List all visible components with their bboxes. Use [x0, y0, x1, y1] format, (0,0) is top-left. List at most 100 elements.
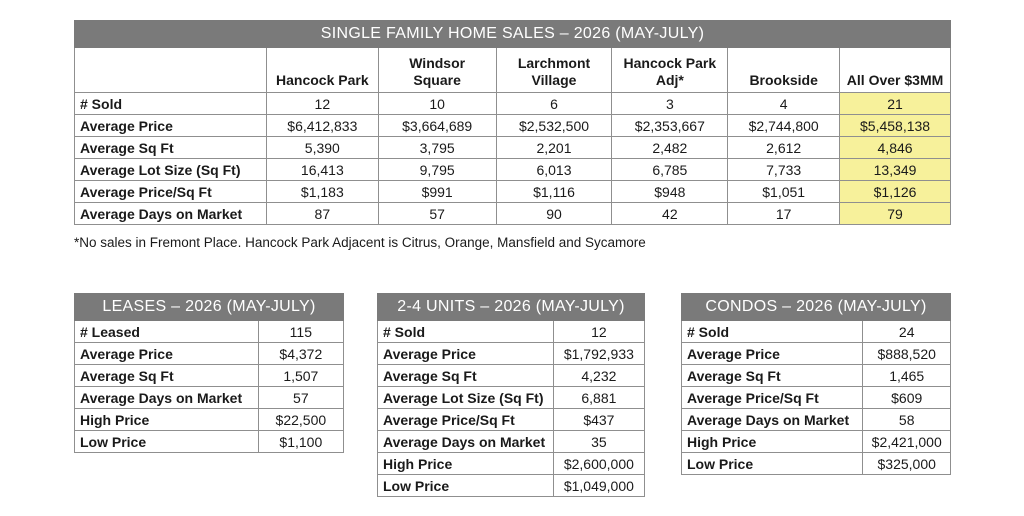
col-header-hancock-park-adj: Hancock Park Adj* [611, 47, 729, 93]
table-row: Average Lot Size (Sq Ft) 16,413 9,795 6,… [74, 158, 951, 181]
table-row: High Price $2,600,000 [377, 452, 646, 475]
table-cell: $2,532,500 [495, 114, 613, 137]
table-cell: 4 [727, 92, 841, 115]
table-row: Average Price $1,792,933 [377, 342, 646, 365]
row-label: # Leased [74, 320, 259, 343]
row-label: High Price [74, 408, 259, 431]
table-cell: $4,372 [257, 342, 345, 365]
table-cell: $6,412,833 [265, 114, 379, 137]
table-row: Average Days on Market 87 57 90 42 17 79 [74, 202, 951, 225]
table-row: Average Days on Market 35 [377, 430, 646, 453]
table-cell: $609 [862, 386, 951, 409]
row-label: Average Sq Ft [680, 364, 864, 387]
table-cell: $1,183 [265, 180, 379, 203]
table-row: Average Sq Ft 4,232 [377, 364, 646, 387]
table-cell: 16,413 [265, 158, 379, 181]
table-cell: $437 [552, 408, 646, 431]
table-cell-highlight: 21 [839, 92, 951, 115]
table-cell: 24 [862, 320, 951, 343]
row-label: Average Price [680, 342, 864, 365]
condos-table: CONDOS – 2026 (MAY-JULY) # Sold 24 Averag… [680, 293, 951, 475]
table-cell: 2,201 [495, 136, 613, 159]
table-cell: 6,013 [495, 158, 613, 181]
row-label: Average Sq Ft [74, 136, 267, 159]
row-label: Average Price [74, 114, 267, 137]
table-cell: 17 [727, 202, 841, 225]
table-row: High Price $2,421,000 [680, 430, 951, 453]
single-family-sales-table: SINGLE FAMILY HOME SALES – 2026 (MAY-JUL… [74, 20, 951, 225]
table-cell: $2,600,000 [552, 452, 646, 475]
table-row: Low Price $1,100 [74, 430, 345, 453]
table-row: High Price $22,500 [74, 408, 345, 431]
table-cell: 10 [377, 92, 497, 115]
row-label: Average Price/Sq Ft [377, 408, 554, 431]
row-label: # Sold [680, 320, 864, 343]
table-cell: $1,049,000 [552, 474, 646, 497]
table-cell: $1,116 [495, 180, 613, 203]
col-header-windsor-square: Windsor Square [377, 47, 497, 93]
table-cell: 2,482 [611, 136, 729, 159]
table-cell: 58 [862, 408, 951, 431]
table-row: Average Days on Market 58 [680, 408, 951, 431]
table-cell: 6 [495, 92, 613, 115]
leases-title: LEASES – 2026 (MAY-JULY) [74, 293, 344, 321]
row-label: Average Days on Market [377, 430, 554, 453]
table-cell: 57 [377, 202, 497, 225]
table-cell: 7,733 [727, 158, 841, 181]
table-cell-highlight: $5,458,138 [839, 114, 951, 137]
condos-title: CONDOS – 2026 (MAY-JULY) [681, 293, 951, 321]
table-row: # Sold 12 [377, 320, 646, 343]
units-title: 2-4 UNITS – 2026 (MAY-JULY) [377, 293, 645, 321]
table-cell: 4,232 [552, 364, 646, 387]
table-row: Average Price $4,372 [74, 342, 345, 365]
row-label: Low Price [680, 452, 864, 475]
table-cell: 115 [257, 320, 345, 343]
table-cell-highlight: $1,126 [839, 180, 951, 203]
table-cell: 12 [265, 92, 379, 115]
row-label: Average Sq Ft [74, 364, 259, 387]
table-cell: 1,465 [862, 364, 951, 387]
table-cell: 1,507 [257, 364, 345, 387]
col-header-larchmont-village: Larchmont Village [495, 47, 613, 93]
table-cell: 42 [611, 202, 729, 225]
table-row: # Leased 115 [74, 320, 345, 343]
table-row: Average Price/Sq Ft $609 [680, 386, 951, 409]
table-row: Low Price $1,049,000 [377, 474, 646, 497]
table-cell: 9,795 [377, 158, 497, 181]
row-label: # Sold [74, 92, 267, 115]
row-label: Average Sq Ft [377, 364, 554, 387]
table-cell: $3,664,689 [377, 114, 497, 137]
row-label: Average Price [377, 342, 554, 365]
single-family-title: SINGLE FAMILY HOME SALES – 2026 (MAY-JUL… [74, 20, 951, 48]
table-cell: 3,795 [377, 136, 497, 159]
table-cell-highlight: 79 [839, 202, 951, 225]
col-header-all-over-3mm: All Over $3MM [839, 47, 951, 93]
col-header-hancock-park: Hancock Park [265, 47, 379, 93]
table-row: Low Price $325,000 [680, 452, 951, 475]
table-cell: $948 [611, 180, 729, 203]
row-label: Average Price/Sq Ft [74, 180, 267, 203]
row-label: Low Price [377, 474, 554, 497]
table-row: Average Sq Ft 1,465 [680, 364, 951, 387]
table-cell: $1,100 [257, 430, 345, 453]
row-label: High Price [680, 430, 864, 453]
col-header-brookside: Brookside [727, 47, 841, 93]
table-cell: $22,500 [257, 408, 345, 431]
table-row: Average Price $6,412,833 $3,664,689 $2,5… [74, 114, 951, 137]
row-label: Average Lot Size (Sq Ft) [377, 386, 554, 409]
leases-table: LEASES – 2026 (MAY-JULY) # Leased 115 Ave… [74, 293, 345, 453]
table-cell: 87 [265, 202, 379, 225]
table-cell: $1,792,933 [552, 342, 646, 365]
row-label: # Sold [377, 320, 554, 343]
table-cell: 35 [552, 430, 646, 453]
table-cell: 6,881 [552, 386, 646, 409]
table-cell: $2,421,000 [862, 430, 951, 453]
table-cell: 2,612 [727, 136, 841, 159]
table-cell: $2,353,667 [611, 114, 729, 137]
row-label: Average Price/Sq Ft [680, 386, 864, 409]
table-cell: $1,051 [727, 180, 841, 203]
table-cell: $325,000 [862, 452, 951, 475]
row-label: Average Days on Market [74, 386, 259, 409]
table-row: Average Price $888,520 [680, 342, 951, 365]
table-row: # Sold 24 [680, 320, 951, 343]
